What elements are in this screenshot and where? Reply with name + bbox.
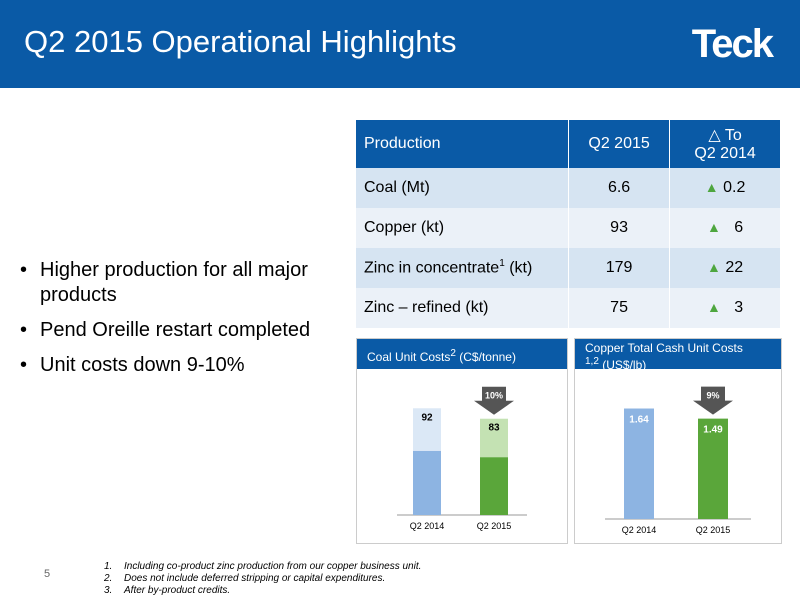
coal-chart-plot: 92 Q2 2014 83 Q2 2015 10% — [397, 386, 527, 531]
header-change-line1: △ To — [708, 127, 742, 144]
triangle-up-icon: ▲ — [704, 179, 719, 195]
chart-title-text: Coal Unit Costs — [367, 350, 451, 364]
table-row: Zinc – refined (kt) 75 ▲ 3 — [356, 288, 780, 328]
table-header-row: Production Q2 2015 △ To Q2 2014 — [356, 120, 780, 168]
row-name: Coal (Mt) — [356, 168, 569, 208]
header-change: △ To Q2 2014 — [669, 120, 780, 168]
x-tick-label: Q2 2015 — [477, 521, 512, 531]
table-row: Coal (Mt) 6.6 ▲ 0.2 — [356, 168, 780, 208]
footnote-ref: 2 — [450, 348, 456, 359]
chart-title-unit: (C$/tonne) — [455, 350, 516, 364]
copper-chart-title: Copper Total Cash Unit Costs 1,2 (US$/lb… — [575, 339, 781, 372]
row-change: ▲ 6 — [669, 208, 780, 248]
row-name: Copper (kt) — [356, 208, 569, 248]
footnote-item: 3. After by-product credits. — [104, 585, 421, 597]
bar-upper-segment — [413, 408, 441, 451]
triangle-up-icon: ▲ — [707, 259, 721, 275]
footnote-ref: 1 — [499, 258, 505, 270]
triangle-up-icon: ▲ — [707, 219, 721, 235]
bullet-item: Unit costs down 9-10% — [20, 353, 350, 378]
header-production: Production — [356, 120, 569, 168]
table-row: Zinc in concentrate1 (kt) 179 ▲ 22 — [356, 248, 780, 288]
teck-logo: Teck — [691, 22, 774, 66]
bullet-item: Higher production for all major products — [20, 258, 350, 308]
highlights-list: Higher production for all major products… — [20, 258, 350, 388]
row-name: Zinc in concentrate1 (kt) — [356, 248, 569, 288]
row-change-value: 0.2 — [723, 179, 746, 196]
row-change: ▲ 3 — [669, 288, 780, 328]
footnote-num: 1. — [104, 561, 113, 572]
footnote-text: Including co-product zinc production fro… — [124, 561, 422, 572]
table-row: Copper (kt) 93 ▲ 6 — [356, 208, 780, 248]
chart-title-text: Copper Total Cash Unit Costs — [585, 341, 743, 355]
footnote-item: 2. Does not include deferred stripping or… — [104, 573, 421, 585]
arrow-down-icon — [474, 386, 514, 415]
row-change-value: 3 — [734, 299, 744, 316]
row-change-value: 22 — [725, 259, 744, 276]
footnote-text: Does not include deferred stripping or c… — [124, 573, 386, 584]
page-number: 5 — [44, 568, 51, 580]
header-q2-2015: Q2 2015 — [568, 120, 671, 168]
footnote-ref: 1,2 — [585, 356, 599, 367]
header-bar: Q2 2015 Operational Highlights Teck — [0, 0, 800, 88]
x-tick-label: Q2 2014 — [622, 525, 657, 535]
row-q2-2015: 75 — [568, 288, 671, 328]
arrow-down-icon — [693, 386, 733, 415]
bar-lower-segment — [480, 457, 508, 515]
x-tick-label: Q2 2015 — [696, 525, 731, 535]
footnote-num: 3. — [104, 585, 113, 596]
row-name: Zinc – refined (kt) — [356, 288, 569, 328]
bar-upper-segment — [480, 418, 508, 458]
chart-title-unit: (US$/lb) — [598, 358, 647, 372]
change-label: 9% — [706, 391, 719, 401]
footnotes: 1. Including co-product zinc production f… — [104, 561, 421, 597]
bar-value-label: 1.49 — [703, 425, 723, 436]
bar-value-label: 92 — [421, 412, 433, 423]
bar-lower-segment — [413, 450, 441, 515]
bullet-item: Pend Oreille restart completed — [20, 318, 350, 343]
bar-value-label: 83 — [488, 423, 500, 434]
bar-value-label: 1.64 — [629, 415, 649, 426]
bar — [698, 418, 728, 519]
x-tick-label: Q2 2014 — [410, 521, 445, 531]
header-change-line2: Q2 2014 — [694, 145, 756, 162]
change-label: 10% — [485, 391, 503, 401]
copper-cost-chart: Copper Total Cash Unit Costs 1,2 (US$/lb… — [574, 338, 782, 544]
coal-cost-chart: Coal Unit Costs2 (C$/tonne) 92 Q2 2014 83 Q… — [356, 338, 568, 544]
triangle-up-icon: ▲ — [707, 299, 721, 315]
row-name-text: Zinc in concentrate — [364, 259, 500, 277]
row-q2-2015: 6.6 — [568, 168, 671, 208]
bar — [624, 408, 654, 519]
coal-chart-title: Coal Unit Costs2 (C$/tonne) — [357, 339, 567, 369]
copper-chart-plot: 1.64 Q2 2014 1.49 Q2 2015 9% — [605, 386, 751, 535]
production-table: Production Q2 2015 △ To Q2 2014 Coal (Mt… — [356, 120, 780, 328]
footnote-item: 1. Including co-product zinc production f… — [104, 561, 421, 573]
footnote-num: 2. — [104, 573, 113, 584]
row-q2-2015: 93 — [568, 208, 671, 248]
row-q2-2015: 179 — [568, 248, 671, 288]
row-name-unit: (kt) — [504, 259, 533, 277]
page-title: Q2 2015 Operational Highlights — [24, 24, 457, 59]
footnote-text: After by-product credits. — [124, 585, 231, 596]
row-change-value: 6 — [734, 219, 744, 236]
row-change: ▲ 22 — [669, 248, 780, 288]
row-change: ▲ 0.2 — [669, 168, 780, 208]
